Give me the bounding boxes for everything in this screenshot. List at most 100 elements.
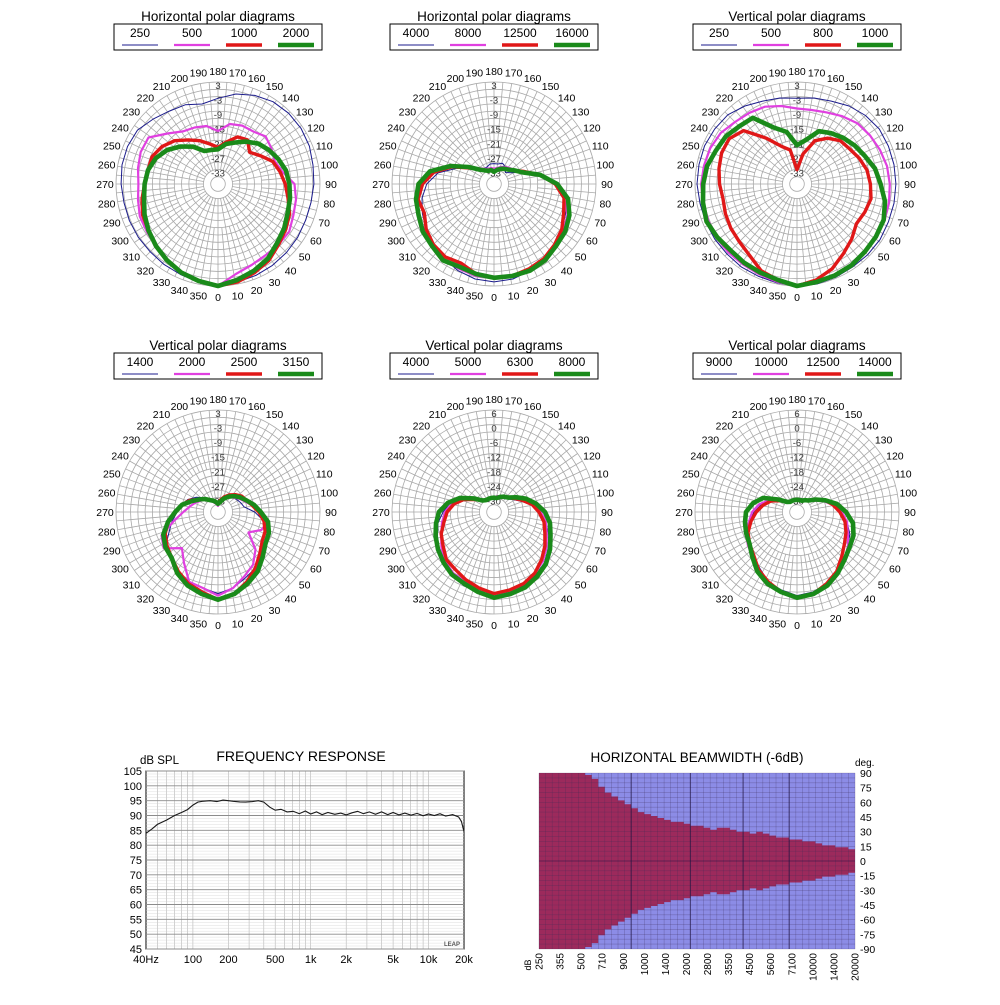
angle-label: 10 <box>811 618 823 630</box>
angle-label: 310 <box>702 580 720 592</box>
angle-label: 140 <box>558 420 576 432</box>
grid-spoke <box>498 88 530 171</box>
angle-label: 310 <box>123 580 141 592</box>
grid-spoke <box>220 411 237 498</box>
angle-label: 60 <box>310 564 322 576</box>
radial-label: -9 <box>793 110 801 121</box>
angle-label: 160 <box>524 73 542 85</box>
angle-label: 250 <box>682 140 700 152</box>
grid-spoke <box>832 125 881 160</box>
angle-label: 180 <box>485 394 503 406</box>
angle-label: 270 <box>675 507 693 519</box>
grid-spoke <box>134 208 183 243</box>
polar-chart-title: Horizontal polar diagrams <box>417 9 571 24</box>
angle-label: 150 <box>845 409 863 421</box>
angle-label: 110 <box>316 468 333 480</box>
angle-label: 180 <box>209 66 227 78</box>
grid-spoke <box>458 416 490 499</box>
grid-spoke <box>718 193 787 250</box>
grid-ring <box>210 176 226 192</box>
grid-spoke <box>159 428 194 477</box>
legend-label: 1000 <box>231 26 258 40</box>
radial-label: -3 <box>214 96 222 107</box>
angle-label: 70 <box>897 546 909 558</box>
bw-ytick: -15 <box>860 871 875 883</box>
polar-series-3150 <box>161 493 272 602</box>
grid-spoke <box>475 83 492 170</box>
angle-label: 80 <box>599 199 611 211</box>
grid-spoke <box>257 468 311 494</box>
grid-spoke <box>224 524 270 601</box>
grid-spoke <box>253 125 302 160</box>
polar-chart-title: Vertical polar diagrams <box>149 338 287 353</box>
radial-label: 6 <box>794 409 799 420</box>
radial-label: -6 <box>490 438 498 449</box>
grid-spoke <box>435 428 470 477</box>
grid-spoke <box>228 193 297 250</box>
grid-spoke <box>227 433 284 502</box>
radial-label: -30 <box>487 496 501 507</box>
grid-spoke <box>221 82 228 141</box>
grid-spoke <box>497 410 504 469</box>
angle-label: 170 <box>229 396 247 408</box>
angle-label: 160 <box>827 73 845 85</box>
angle-label: 290 <box>682 218 700 230</box>
grid-spoke <box>458 525 490 608</box>
grid-spoke <box>745 95 791 172</box>
polar-series-8000 <box>433 494 553 600</box>
radial-label: -3 <box>793 96 801 107</box>
angle-label: 190 <box>190 68 208 80</box>
angle-label: 50 <box>878 580 890 592</box>
grid-spoke <box>199 411 216 498</box>
angle-label: 150 <box>542 81 560 93</box>
grid-spoke <box>533 530 587 556</box>
angle-label: 200 <box>171 73 189 85</box>
grid-spoke <box>801 525 833 608</box>
bw-ytick: 75 <box>860 783 872 795</box>
fr-ytick: 95 <box>130 796 142 808</box>
angle-label: 140 <box>861 92 879 104</box>
grid-spoke <box>450 91 476 145</box>
grid-spoke <box>500 423 546 500</box>
fr-ytick: 45 <box>130 944 142 956</box>
grid-spoke <box>224 196 270 273</box>
grid-spoke <box>398 516 481 548</box>
fr-ytick: 50 <box>130 929 142 941</box>
angle-label: 280 <box>98 527 116 539</box>
grid-spoke <box>800 82 807 141</box>
grid-spoke <box>199 526 216 613</box>
radial-label: -21 <box>211 139 225 150</box>
angle-label: 190 <box>190 396 208 408</box>
legend-label: 1000 <box>862 26 889 40</box>
grid-spoke <box>787 555 794 614</box>
grid-spoke <box>125 140 179 166</box>
grid-spoke <box>504 446 573 503</box>
angle-label: 340 <box>171 613 189 625</box>
grid-spoke <box>738 100 773 149</box>
grid-spoke <box>221 227 228 286</box>
fr-ytick: 85 <box>130 825 142 837</box>
angle-label: 200 <box>447 401 465 413</box>
angle-label: 20 <box>527 613 539 625</box>
grid-spoke <box>129 460 206 506</box>
grid-spoke <box>839 157 896 174</box>
grid-spoke <box>504 554 521 611</box>
angle-label: 0 <box>491 620 497 632</box>
angle-label: 110 <box>592 140 609 152</box>
angle-label: 70 <box>897 218 909 230</box>
angle-label: 40 <box>864 266 876 278</box>
grid-spoke <box>503 522 560 591</box>
radial-label: -15 <box>211 453 225 464</box>
grid-spoke <box>220 83 237 170</box>
angle-label: 260 <box>677 159 695 171</box>
angle-label: 30 <box>545 277 557 289</box>
angle-label: 290 <box>379 546 397 558</box>
legend-label: 250 <box>130 26 150 40</box>
angle-label: 160 <box>248 73 266 85</box>
angle-label: 260 <box>677 487 695 499</box>
fr-curve <box>145 799 465 834</box>
grid-spoke <box>484 555 491 614</box>
radial-label: 3 <box>491 81 496 92</box>
radial-label: -15 <box>790 125 804 136</box>
grid-spoke <box>421 111 464 154</box>
